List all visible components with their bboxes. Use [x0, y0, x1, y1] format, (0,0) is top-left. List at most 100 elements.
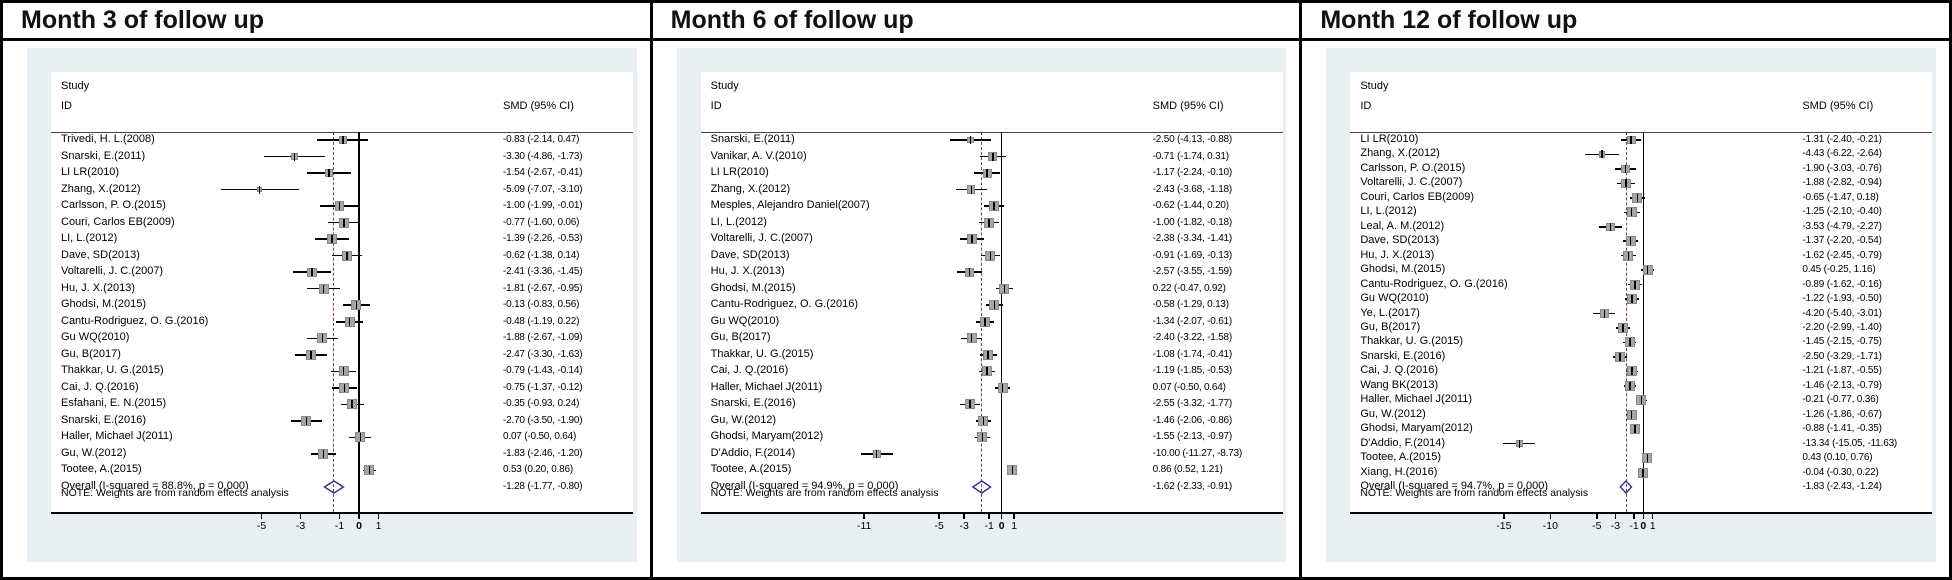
study-row-label: Thakkar, U. G.(2015) [61, 364, 164, 377]
smd-value: -1.00 (-1.99, -0.01) [503, 200, 583, 212]
point-estimate-tick [1631, 295, 1633, 304]
smd-value: -1.88 (-2.82, -0.94) [1802, 177, 1882, 189]
plot-region-month-3: Study ID SMD (95% CI) Trivedi, H. L.(2008) -… [51, 72, 633, 532]
study-row-label: Voltarelli, J. C.(2007) [710, 232, 813, 245]
header-separator-line [51, 132, 633, 133]
point-estimate-tick [1636, 193, 1639, 202]
point-estimate-tick [1619, 352, 1621, 361]
point-estimate-tick [359, 433, 362, 442]
x-tick-label: -1 [1629, 520, 1639, 532]
x-tick-label: -1 [334, 520, 345, 532]
point-estimate-tick [1630, 410, 1633, 419]
study-row-label: Hu, J. X.(2013) [710, 265, 785, 278]
point-estimate-tick [1629, 338, 1631, 347]
smd-value: -0.04 (-0.30, 0.22) [1802, 466, 1879, 478]
study-row-label: Gu WQ(2010) [710, 314, 780, 327]
smd-value: -3.30 (-4.86, -1.73) [503, 150, 583, 162]
smd-value: -0.75 (-1.37, -0.12) [503, 381, 583, 393]
study-row-label: Cantu-Rodriguez, O. G.(2016) [1360, 277, 1508, 290]
smd-value: -1.17 (-2.24, -0.10) [1152, 167, 1233, 179]
study-row-label: Snarski, E.(2011) [61, 149, 146, 162]
smd-value: -2.55 (-3.32, -1.77) [1152, 398, 1233, 410]
study-row-label: Zhang, X.(2012) [61, 182, 141, 195]
study-row-label: Snarski, E.(2016) [61, 413, 146, 426]
study-row-label: Mesples, Alejandro Daniel(2007) [710, 199, 870, 212]
point-estimate-tick [1640, 396, 1643, 405]
column-header-study-line2: ID [61, 100, 72, 112]
smd-value: 0.43 (0.10, 0.76) [1802, 452, 1873, 464]
overall-smd-value: -1.62 (-2.33, -0.91) [1152, 481, 1233, 492]
smd-value: -0.48 (-1.19, 0.22) [503, 315, 580, 327]
study-row-label: Voltarelli, J. C.(2007) [61, 265, 164, 278]
study-row-label: Wang BK(2013) [1360, 378, 1439, 391]
point-estimate-tick [1631, 367, 1633, 376]
x-tick [1000, 514, 1003, 519]
study-row-label: Carlsson, P. O.(2015) [61, 199, 166, 212]
x-tick [988, 514, 990, 519]
study-row-label: Hu, J. X.(2013) [61, 281, 135, 294]
x-tick [1503, 514, 1505, 519]
smd-value: -1.00 (-1.82, -0.18) [1152, 216, 1233, 228]
smd-value: -1.62 (-2.45, -0.79) [1802, 249, 1882, 261]
column-header-study-line1: Study [1360, 80, 1389, 92]
point-estimate-tick [338, 202, 341, 211]
study-row-label: Snarski, E.(2016) [1360, 349, 1446, 362]
study-row-label: Cai, J. Q.(2016) [61, 380, 139, 393]
point-estimate-tick [1630, 208, 1633, 217]
x-tick [1549, 514, 1552, 519]
point-estimate-tick [321, 334, 324, 343]
point-estimate-tick [969, 136, 972, 144]
panel-month-12: Month 12 of follow up Study ID SMD (95% CI… [1299, 3, 1950, 577]
study-row-label: LI, L.(2012) [61, 232, 118, 245]
point-estimate-tick [982, 416, 985, 425]
smd-value: 0.07 (-0.50, 0.64) [1152, 381, 1226, 393]
point-estimate-tick [969, 400, 971, 409]
panel-title-month-12: Month 12 of follow up [1302, 3, 1950, 41]
smd-value: -0.62 (-1.44, 0.20) [1152, 200, 1229, 212]
study-row-label: Gu, B(2017) [1360, 320, 1421, 333]
smd-value: -1.81 (-2.67, -0.95) [503, 282, 583, 294]
point-estimate-tick [1642, 468, 1644, 477]
point-estimate-tick [342, 367, 345, 376]
panel-title-month-6: Month 6 of follow up [652, 3, 1300, 41]
smd-value: -10.00 (-11.27, -8.73) [1152, 447, 1243, 459]
x-tick-label: -15 [1496, 520, 1512, 532]
x-tick [338, 514, 341, 519]
point-estimate-tick [970, 185, 973, 194]
study-row-label: Thakkar, U. G.(2015) [1360, 335, 1464, 348]
study-row-label: Esfahani, E. N.(2015) [61, 397, 167, 410]
header-separator-line [700, 132, 1283, 133]
point-estimate-tick [322, 449, 325, 458]
smd-value: -1.39 (-2.26, -0.53) [503, 233, 583, 245]
x-tick [358, 514, 360, 519]
x-tick-label: -3 [295, 520, 306, 532]
point-estimate-tick [311, 268, 313, 277]
note-text: NOTE: Weights are from random effects an… [1360, 487, 1589, 499]
study-row-label: Dave, SD(2013) [1360, 234, 1440, 247]
smd-value: 0.53 (0.20, 0.86) [503, 464, 573, 476]
overall-smd-value: -1.83 (-2.43, -1.24) [1802, 481, 1882, 492]
study-row-label: LI LR(2010) [1360, 133, 1419, 145]
column-header-study-line2: ID [1360, 100, 1372, 112]
study-row-label: Couri, Carlos EB(2009) [1360, 190, 1475, 203]
point-estimate-tick [322, 284, 325, 293]
point-estimate-tick [305, 416, 308, 425]
smd-value: -2.38 (-3.34, -1.41) [1152, 233, 1233, 245]
smd-value: -0.77 (-1.60, 0.06) [503, 216, 580, 228]
study-row-label: Gu, B(2017) [710, 331, 771, 344]
point-estimate-tick [987, 350, 989, 359]
point-estimate-tick [1622, 323, 1624, 332]
header-separator-line [1350, 132, 1933, 133]
smd-value: -2.50 (-4.13, -0.88) [1152, 134, 1233, 145]
x-tick-label: -3 [1610, 520, 1621, 532]
smd-value: -0.89 (-1.62, -0.16) [1802, 278, 1882, 290]
point-estimate-tick [1627, 251, 1630, 260]
point-estimate-tick [348, 317, 351, 326]
study-row-label: Gu WQ(2010) [1360, 292, 1429, 305]
study-row-label: Ye, L.(2017) [1360, 306, 1420, 319]
plot-region-month-12: Study ID SMD (95% CI) LI LR(2010) -1.31 (-2.… [1350, 72, 1933, 532]
smd-value: -2.20 (-2.99, -1.40) [1802, 321, 1882, 333]
smd-value: -1.46 (-2.06, -0.86) [1152, 414, 1233, 426]
column-header-study-line1: Study [61, 80, 90, 92]
